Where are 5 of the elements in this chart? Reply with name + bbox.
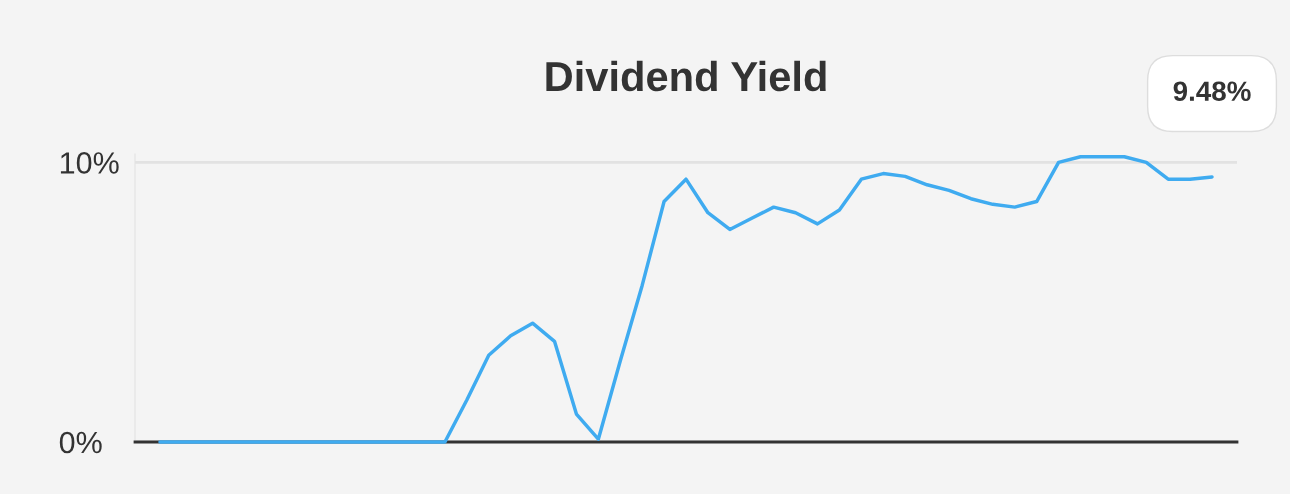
line-series: [158, 155, 1214, 444]
chart-title: Dividend Yield: [546, 60, 826, 92]
annotation: 9.48%: [1173, 81, 1251, 102]
y-tick-label: 0%: [59, 431, 102, 454]
y-tick-label: 10%: [60, 152, 119, 174]
